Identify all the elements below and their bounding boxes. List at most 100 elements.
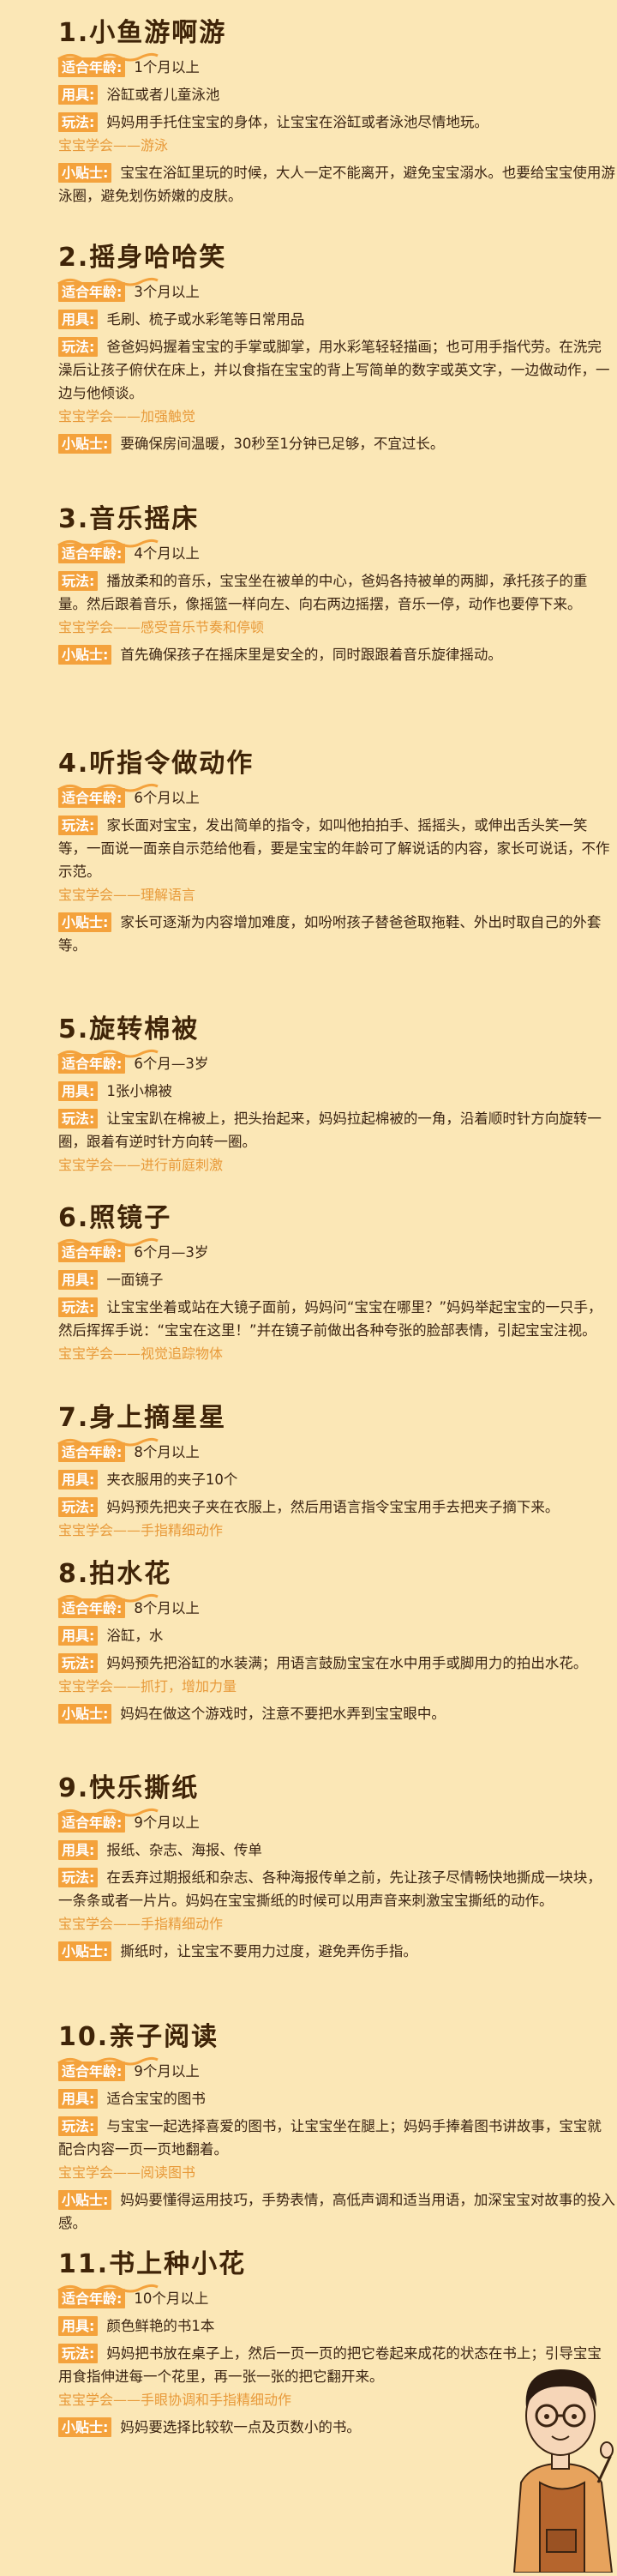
info-row: 用具: 1张小棉被	[58, 1080, 615, 1103]
row-label: 小贴士:	[58, 1704, 112, 1724]
row-label: 小贴士:	[58, 645, 112, 665]
row-label: 适合年龄:	[58, 788, 126, 808]
game-section: 2.摇身哈哈笑 适合年龄: 3个月以上 用具: 毛刷、梳子或水彩笔等日常用品 玩法: 爸爸妈…	[57, 240, 615, 455]
info-row: 玩法: 家长面对宝宝，发出简单的指令，如叫他拍拍手、摇摇头，或伸出舌头笑一笑等，一…	[58, 814, 615, 883]
learn-text: ——手眼协调和手指精细动作	[113, 2392, 292, 2408]
learn-text: ——加强触觉	[113, 408, 196, 424]
row-label: 用具:	[58, 1081, 99, 1101]
row-label: 用具:	[58, 1626, 99, 1646]
info-row: 小贴士: 妈妈要懂得运用技巧，手势表情，高低声调和适当用语，加深宝宝对故事的投入感…	[58, 2188, 615, 2235]
info-row: 用具: 颜色鲜艳的书1本	[58, 2314, 615, 2338]
learn-text: ——手指精细动作	[113, 1916, 224, 1932]
row-text: 颜色鲜艳的书1本	[106, 2318, 215, 2334]
row-label: 玩法:	[58, 2116, 99, 2136]
row-text: 爸爸妈妈握着宝宝的手掌或脚掌，用水彩笔轻轻描画；也可用手指代劳。在洗完澡后让孩子…	[58, 339, 610, 401]
section-title: 10.亲子阅读	[58, 2022, 219, 2052]
row-text: 宝宝在浴缸里玩的时候，大人一定不能离开，避免宝宝溺水。也要给宝宝使用游泳圈，避免…	[58, 165, 615, 204]
section-title: 7.身上摘星星	[58, 1403, 227, 1433]
row-label: 适合年龄:	[58, 1243, 126, 1262]
info-row: 适合年龄: 6个月—3岁	[57, 1049, 615, 1075]
row-text: 妈妈要选择比较软一点及页数小的书。	[120, 2419, 361, 2435]
info-row: 用具: 一面镜子	[58, 1268, 615, 1291]
teacher-illustration	[506, 2354, 617, 2573]
section-title: 11.书上种小花	[58, 2249, 247, 2279]
row-text: 8个月以上	[134, 1444, 200, 1460]
row-text: 首先确保孩子在摇床里是安全的，同时跟跟着音乐旋律摇动。	[120, 647, 502, 663]
learn-line: 宝宝学会——理解语言	[58, 883, 615, 906]
row-text: 妈妈预先把夹子夹在衣服上，然后用语言指令宝宝用手去把夹子摘下来。	[106, 1499, 560, 1515]
row-text: 6个月以上	[134, 790, 200, 806]
learn-line: 宝宝学会——阅读图书	[58, 2161, 615, 2184]
row-label: 玩法:	[58, 1868, 99, 1887]
info-row: 适合年龄: 6个月—3岁	[57, 1237, 615, 1264]
info-row: 适合年龄: 3个月以上	[57, 277, 615, 304]
game-section: 7.身上摘星星 适合年龄: 8个月以上 用具: 夹衣服用的夹子10个 玩法: 妈妈预先把夹子…	[57, 1400, 615, 1542]
row-label: 用具:	[58, 1270, 99, 1290]
row-label: 适合年龄:	[58, 544, 126, 563]
row-label: 小贴士:	[58, 434, 112, 454]
row-label: 适合年龄:	[58, 1813, 126, 1833]
game-section: 9.快乐撕纸 适合年龄: 9个月以上 用具: 报纸、杂志、海报、传单 玩法: 在丢弃过期报纸…	[57, 1771, 615, 1963]
info-row: 小贴士: 宝宝在浴缸里玩的时候，大人一定不能离开，避免宝宝溺水。也要给宝宝使用游泳…	[58, 161, 615, 208]
learn-label: 宝宝学会	[58, 2392, 114, 2408]
game-section: 4.听指令做动作适合年龄: 6个月以上玩法: 家长面对宝宝，发出简单的指令，如叫他拍…	[57, 746, 615, 957]
section-title: 6.照镜子	[58, 1203, 172, 1233]
info-row: 用具: 浴缸，水	[58, 1624, 615, 1647]
section-title: 5.旋转棉被	[58, 1014, 200, 1044]
row-label: 用具:	[58, 85, 99, 105]
learn-text: ——视觉追踪物体	[113, 1345, 224, 1362]
row-text: 9个月以上	[134, 1815, 200, 1831]
row-text: 10个月以上	[134, 2290, 209, 2307]
row-label: 小贴士:	[58, 2190, 112, 2210]
info-row: 小贴士: 要确保房间温暖，30秒至1分钟已足够，不宜过长。	[58, 432, 615, 455]
learn-label: 宝宝学会	[58, 1157, 114, 1173]
info-row: 玩法: 与宝宝一起选择喜爱的图书，让宝宝坐在腿上；妈妈手捧着图书讲故事，宝宝就配合…	[58, 2115, 615, 2161]
row-label: 小贴士:	[58, 912, 112, 932]
info-row: 小贴士: 家长可逐渐为内容增加难度，如吩咐孩子替爸爸取拖鞋、外出时取自己的外套等。	[58, 911, 615, 957]
info-row: 用具: 毛刷、梳子或水彩笔等日常用品	[58, 308, 615, 331]
row-label: 用具:	[58, 310, 99, 329]
info-row: 玩法: 爸爸妈妈握着宝宝的手掌或脚掌，用水彩笔轻轻描画；也可用手指代劳。在洗完澡后…	[58, 335, 615, 405]
learn-label: 宝宝学会	[58, 887, 114, 903]
info-row: 适合年龄: 4个月以上	[57, 539, 615, 565]
section-title: 4.听指令做动作	[58, 749, 255, 779]
info-row: 小贴士: 首先确保孩子在摇床里是安全的，同时跟跟着音乐旋律摇动。	[58, 643, 615, 666]
info-row: 玩法: 妈妈用手托住宝宝的身体，让宝宝在浴缸或者泳池尽情地玩。	[58, 111, 615, 134]
row-text: 播放柔和的音乐，宝宝坐在被单的中心，爸妈各持被单的两脚，承托孩子的重量。然后跟着…	[58, 573, 588, 612]
row-text: 1张小棉被	[106, 1083, 172, 1099]
info-row: 适合年龄: 8个月以上	[57, 1593, 615, 1620]
row-label: 适合年龄:	[58, 2061, 126, 2081]
section-title: 8.拍水花	[58, 1559, 172, 1589]
row-label: 玩法:	[58, 2344, 99, 2363]
info-row: 玩法: 播放柔和的音乐，宝宝坐在被单的中心，爸妈各持被单的两脚，承托孩子的重量。然…	[58, 569, 615, 616]
learn-label: 宝宝学会	[58, 1916, 114, 1932]
row-label: 玩法:	[58, 1109, 99, 1129]
row-text: 4个月以上	[134, 545, 200, 562]
game-section: 3.音乐摇床 适合年龄: 4个月以上 玩法: 播放柔和的音乐，宝宝坐在被单的中心，爸妈各…	[57, 502, 615, 666]
learn-line: 宝宝学会——抓打，增加力量	[58, 1675, 615, 1698]
learn-text: ——手指精细动作	[113, 1522, 224, 1538]
row-label: 小贴士:	[58, 163, 112, 183]
row-label: 用具:	[58, 2316, 99, 2336]
game-section: 6.照镜子 适合年龄: 6个月—3岁 用具: 一面镜子 玩法: 让宝宝坐着或站在大镜子面前，…	[57, 1201, 615, 1365]
row-label: 玩法:	[58, 816, 99, 835]
row-text: 1个月以上	[134, 59, 200, 75]
game-section: 10.亲子阅读 适合年龄: 9个月以上 用具: 适合宝宝的图书 玩法: 与宝宝一起选择喜爱的…	[57, 2019, 615, 2235]
info-row: 适合年龄: 8个月以上	[57, 1437, 615, 1464]
row-text: 8个月以上	[134, 1600, 200, 1616]
row-text: 妈妈要懂得运用技巧，手势表情，高低声调和适当用语，加深宝宝对故事的投入感。	[58, 2192, 615, 2231]
info-row: 适合年龄: 9个月以上	[57, 1808, 615, 1834]
learn-line: 宝宝学会——进行前庭刺激	[58, 1153, 615, 1177]
row-label: 适合年龄:	[58, 1054, 126, 1074]
row-label: 适合年龄:	[58, 1442, 126, 1462]
info-row: 用具: 浴缸或者儿童泳池	[58, 83, 615, 106]
section-title: 2.摇身哈哈笑	[58, 243, 227, 273]
row-text: 3个月以上	[134, 284, 200, 300]
learn-text: ——进行前庭刺激	[113, 1157, 224, 1173]
row-text: 让宝宝坐着或站在大镜子面前，妈妈问“宝宝在哪里？”妈妈举起宝宝的一只手，然后挥挥…	[58, 1299, 602, 1339]
row-label: 玩法:	[58, 337, 99, 357]
info-row: 小贴士: 妈妈在做这个游戏时，注意不要把水弄到宝宝眼中。	[58, 1702, 615, 1725]
learn-label: 宝宝学会	[58, 408, 114, 424]
row-text: 家长面对宝宝，发出简单的指令，如叫他拍拍手、摇摇头，或伸出舌头笑一笑等，一面说一…	[58, 817, 610, 880]
row-label: 用具:	[58, 1470, 99, 1490]
